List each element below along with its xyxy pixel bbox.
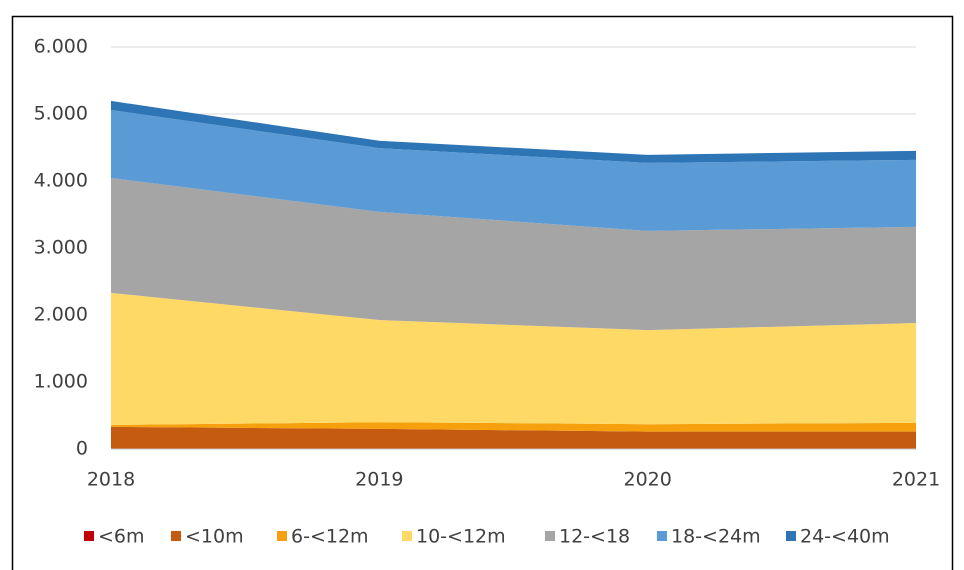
area — [111, 292, 916, 425]
legend-swatch — [545, 531, 555, 541]
legend-swatch — [786, 531, 796, 541]
legend-label: <10m — [185, 526, 244, 548]
y-tick-label: 6.000 — [34, 36, 88, 58]
y-tick-label: 5.000 — [34, 103, 88, 125]
legend-swatch — [171, 531, 181, 541]
legend-swatch — [277, 531, 287, 541]
area — [111, 100, 916, 163]
x-tick-label: 2018 — [87, 469, 135, 491]
area — [111, 426, 916, 449]
y-tick-label: 3.000 — [34, 237, 88, 259]
legend-label: 6-<12m — [291, 526, 369, 548]
y-tick-label: 4.000 — [34, 170, 88, 192]
legend-label: 24-<40m — [800, 526, 890, 548]
area — [111, 109, 916, 231]
area — [111, 177, 916, 331]
x-tick-label: 2021 — [892, 469, 940, 491]
area — [111, 422, 916, 432]
y-tick-label: 0 — [76, 438, 88, 460]
x-tick-label: 2019 — [355, 469, 403, 491]
legend-label: 10-<12m — [416, 526, 506, 548]
legend-swatch — [657, 531, 667, 541]
legend-swatch — [402, 531, 412, 541]
y-tick-label: 2.000 — [34, 304, 88, 326]
y-tick-label: 1.000 — [34, 371, 88, 393]
legend-label: 12-<18 — [559, 526, 630, 548]
x-tick-label: 2020 — [623, 469, 671, 491]
legend-swatch — [84, 531, 94, 541]
legend-label: <6m — [98, 526, 145, 548]
legend-label: 18-<24m — [671, 526, 761, 548]
